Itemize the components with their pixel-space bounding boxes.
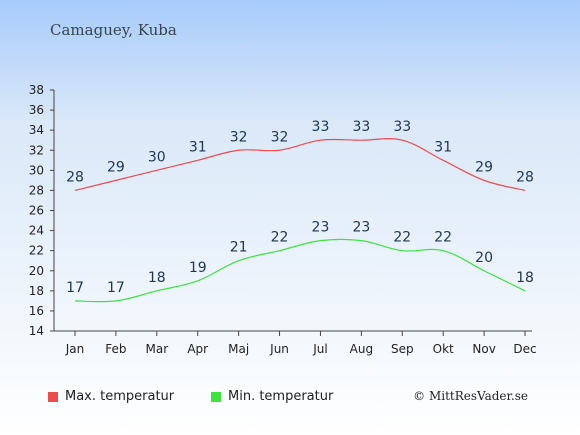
y-tick-label: 28 xyxy=(29,183,44,197)
y-tick-label: 36 xyxy=(29,103,44,117)
x-tick-label: Okt xyxy=(433,342,454,356)
data-label-min: 19 xyxy=(189,260,207,276)
y-tick-label: 16 xyxy=(29,304,44,318)
y-tick-label: 30 xyxy=(29,163,44,177)
x-tick-label: Aug xyxy=(350,342,373,356)
data-label-max: 30 xyxy=(148,149,166,165)
data-label-min: 23 xyxy=(352,220,370,236)
data-label-max: 31 xyxy=(189,139,207,155)
data-label-min: 18 xyxy=(148,270,166,286)
x-tick-label: Mar xyxy=(145,342,168,356)
data-label-min: 22 xyxy=(271,230,289,246)
legend-item-min: Min. temperatur xyxy=(211,389,333,404)
data-label-min: 17 xyxy=(66,280,84,296)
data-label-min: 20 xyxy=(475,250,493,266)
data-label-max: 32 xyxy=(230,129,248,145)
data-label-max: 28 xyxy=(516,169,534,185)
data-label-max: 33 xyxy=(312,119,330,135)
data-label-min: 17 xyxy=(107,280,125,296)
data-label-min: 23 xyxy=(312,220,330,236)
x-tick-label: Maj xyxy=(228,342,249,356)
site-credit: © MittResVader.se xyxy=(413,389,528,403)
x-tick-label: Apr xyxy=(187,342,208,356)
x-tick-label: Dec xyxy=(513,342,536,356)
series-line-min xyxy=(74,238,526,303)
data-label-max: 29 xyxy=(107,159,125,175)
data-label-max: 28 xyxy=(66,169,84,185)
legend-swatch-max xyxy=(48,391,58,402)
data-label-max: 29 xyxy=(475,159,493,175)
y-tick-label: 34 xyxy=(29,123,44,137)
data-label-min: 21 xyxy=(230,240,248,256)
y-tick-label: 24 xyxy=(29,224,44,238)
data-label-min: 22 xyxy=(434,230,452,246)
legend-label-min: Min. temperatur xyxy=(228,389,334,404)
y-tick-label: 32 xyxy=(29,143,44,157)
y-tick-label: 22 xyxy=(29,244,44,258)
x-tick-label: Sep xyxy=(391,342,414,356)
data-label-min: 18 xyxy=(516,270,534,286)
legend-swatch-min xyxy=(211,391,221,402)
data-label-max: 33 xyxy=(393,119,411,135)
y-tick-label: 26 xyxy=(29,204,44,218)
x-tick-label: Nov xyxy=(472,342,495,356)
y-tick-label: 38 xyxy=(29,83,44,97)
series-line-max xyxy=(74,138,526,191)
x-tick-label: Feb xyxy=(105,342,126,356)
y-tick-label: 20 xyxy=(29,264,44,278)
data-label-max: 31 xyxy=(434,139,452,155)
legend-item-max: Max. temperatur xyxy=(48,389,174,404)
x-tick-label: Jan xyxy=(65,342,85,356)
y-tick-label: 18 xyxy=(29,284,44,298)
legend-label-max: Max. temperatur xyxy=(65,389,175,404)
x-tick-label: Jun xyxy=(269,342,289,356)
x-tick-label: Jul xyxy=(312,342,327,356)
data-label-max: 33 xyxy=(352,119,370,135)
y-tick-label: 14 xyxy=(29,324,44,338)
data-label-min: 22 xyxy=(393,230,411,246)
data-label-max: 32 xyxy=(271,129,289,145)
chart-location-title: Camaguey, Kuba xyxy=(50,21,177,39)
